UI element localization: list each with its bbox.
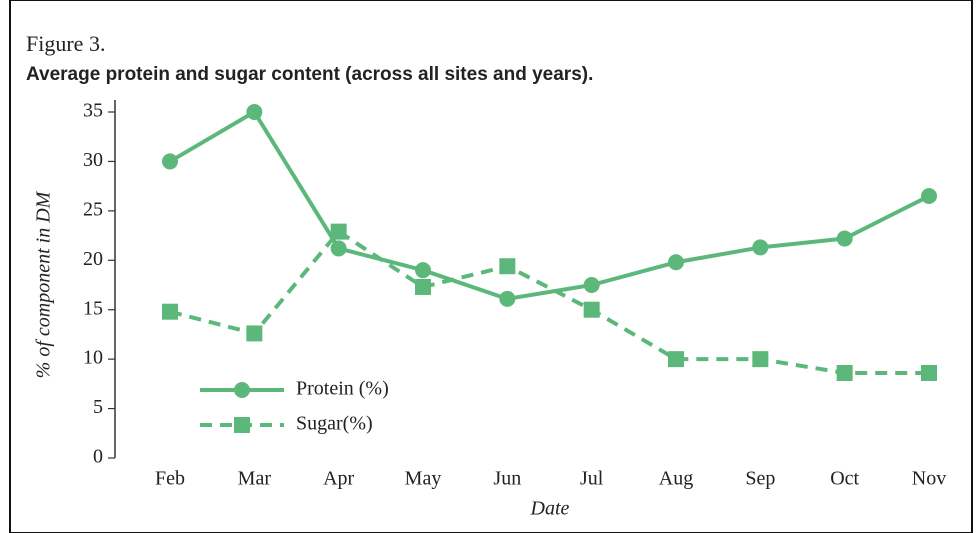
point <box>921 365 937 381</box>
y-tick-label: 20 <box>83 248 103 270</box>
page: {"chart_data": { "type": "line", "figure… <box>0 0 977 533</box>
point <box>752 239 768 255</box>
legend-marker <box>234 382 250 398</box>
point <box>331 240 347 256</box>
x-tick-label: Mar <box>238 468 272 490</box>
y-tick-label: 5 <box>93 396 103 418</box>
point <box>499 291 515 307</box>
x-tick-label: May <box>405 468 442 490</box>
y-axis-label: % of component in DM <box>33 190 55 378</box>
point <box>837 365 853 381</box>
figure-label: Figure 3. <box>26 31 105 56</box>
point <box>668 351 684 367</box>
point <box>668 254 684 270</box>
x-tick-label: Aug <box>659 468 693 490</box>
x-tick-label: Jun <box>493 468 521 490</box>
point <box>415 279 431 295</box>
x-tick-label: Oct <box>830 468 859 490</box>
x-tick-label: Nov <box>912 468 946 490</box>
x-tick-label: Apr <box>323 468 354 490</box>
point <box>415 262 431 278</box>
point <box>752 351 768 367</box>
legend-marker <box>234 417 250 433</box>
point <box>162 153 178 169</box>
point <box>584 277 600 293</box>
point <box>246 325 262 341</box>
point <box>246 104 262 120</box>
y-tick-label: 35 <box>83 100 103 122</box>
y-tick-label: 25 <box>83 198 103 220</box>
point <box>162 304 178 320</box>
y-tick-label: 0 <box>93 446 103 468</box>
point <box>837 231 853 247</box>
y-tick-label: 10 <box>83 347 103 369</box>
y-tick-label: 15 <box>83 297 103 319</box>
point <box>499 258 515 274</box>
point <box>331 224 347 240</box>
chart: Figure 3. Average protein and sugar cont… <box>0 0 977 533</box>
x-tick-label: Jul <box>580 468 604 490</box>
point <box>584 302 600 318</box>
y-tick-label: 30 <box>83 149 103 171</box>
chart-title: Average protein and sugar content (acros… <box>26 64 593 85</box>
legend-label: Sugar(%) <box>296 413 373 435</box>
legend-label: Protein (%) <box>296 378 389 400</box>
x-tick-label: Sep <box>745 468 775 490</box>
x-tick-label: Feb <box>155 468 185 490</box>
x-axis-label: Date <box>530 498 570 520</box>
point <box>921 188 937 204</box>
